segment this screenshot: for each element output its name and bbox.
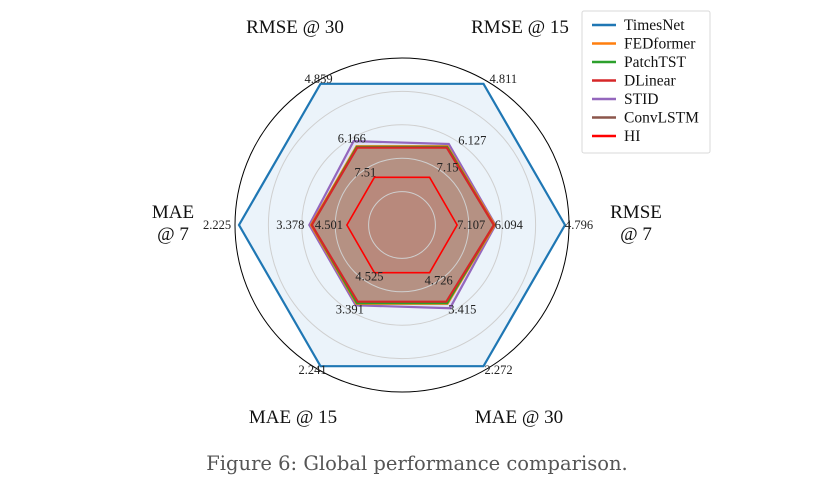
legend-label-fedformer: FEDformer bbox=[624, 36, 696, 53]
value-label-axis0-middle: 6.094 bbox=[495, 218, 524, 232]
legend-label-hi: HI bbox=[624, 128, 640, 145]
figure-caption: Figure 6: Global performance comparison. bbox=[206, 452, 628, 475]
value-label-axis1-inner: 7.15 bbox=[437, 160, 459, 174]
value-label-axis4-inner: 4.525 bbox=[355, 270, 383, 284]
value-label-axis1-middle: 6.127 bbox=[458, 134, 486, 148]
grid-ring-4 bbox=[267, 90, 537, 360]
value-label-axis1-outer: 4.811 bbox=[490, 72, 518, 86]
series-polygon-dlinear bbox=[310, 146, 496, 303]
value-label-axis5-inner: 4.726 bbox=[425, 274, 453, 288]
value-label-axis3-outer: 2.225 bbox=[203, 218, 231, 232]
value-label-axis0-inner: 7.107 bbox=[457, 218, 485, 232]
legend-label-convlstm: ConvLSTM bbox=[624, 110, 699, 127]
axis-label-0-line-0: RMSE bbox=[610, 202, 662, 223]
grid-ring-3 bbox=[301, 124, 503, 326]
legend-label-dlinear: DLinear bbox=[624, 73, 676, 90]
value-label-axis4-middle: 3.391 bbox=[336, 302, 364, 316]
value-label-axis3-inner: 4.501 bbox=[315, 218, 343, 232]
axis-label-2-line-0: RMSE @ 30 bbox=[246, 17, 344, 38]
axis-label-5-line-0: MAE @ 30 bbox=[475, 407, 563, 428]
grid-ring-2 bbox=[334, 157, 470, 293]
value-label-axis4-outer: 2.241 bbox=[299, 363, 327, 377]
grid-ring-1 bbox=[368, 191, 436, 259]
outer-frame-circle bbox=[234, 57, 570, 393]
value-label-axis0-outer: 4.796 bbox=[565, 218, 593, 232]
axis-label-1-line-0: RMSE @ 15 bbox=[471, 17, 569, 38]
value-label-axis5-outer: 2.272 bbox=[485, 363, 513, 377]
axis-label-4-line-0: MAE @ 15 bbox=[249, 407, 337, 428]
axis-label-0-line-1: @ 7 bbox=[620, 224, 652, 245]
value-label-axis3-middle: 3.378 bbox=[276, 218, 304, 232]
axis-label-3-line-0: MAE bbox=[152, 202, 194, 223]
series-polygon-stid bbox=[308, 139, 497, 310]
value-label-axis5-middle: 3.415 bbox=[448, 302, 476, 316]
value-label-axis2-middle: 6.166 bbox=[338, 132, 366, 146]
series-polygon-hi bbox=[345, 176, 459, 274]
value-label-axis2-outer: 4.859 bbox=[305, 72, 333, 86]
series-polygon-timesnet bbox=[237, 82, 567, 368]
legend-label-patchtst: PatchTST bbox=[624, 54, 687, 71]
value-label-axis2-inner: 7.51 bbox=[354, 165, 376, 179]
legend-label-timesnet: TimesNet bbox=[624, 17, 685, 34]
axis-label-3-line-1: @ 7 bbox=[157, 224, 189, 245]
legend-label-stid: STID bbox=[624, 91, 658, 108]
